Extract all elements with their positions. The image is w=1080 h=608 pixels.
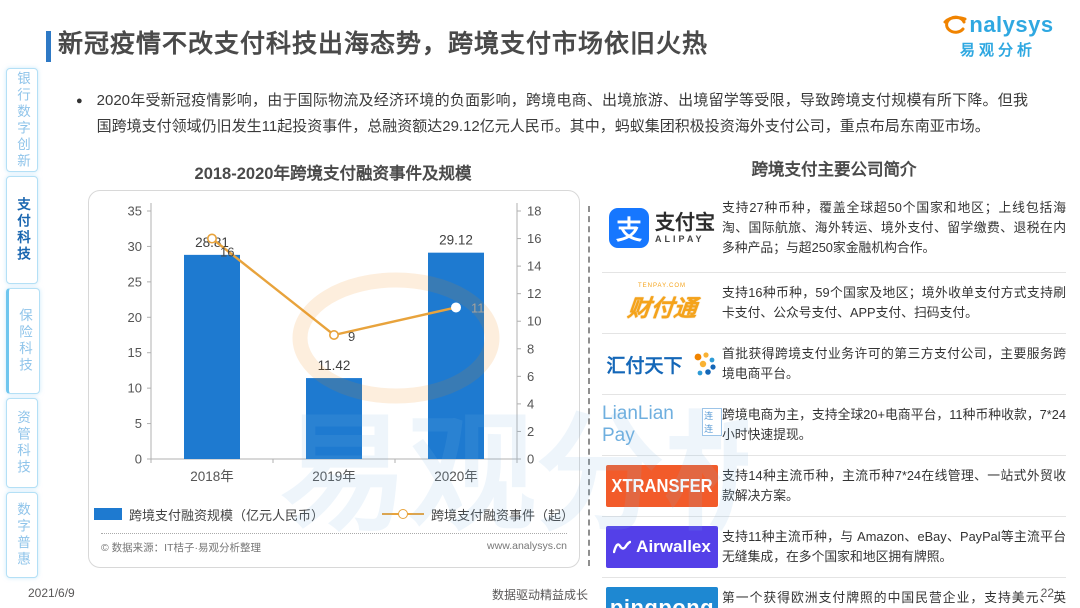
tenpay-logo: TENPAY.COM 财付通	[602, 283, 722, 323]
alipay-desc: 支持27种币种，覆盖全球超50个国家和地区；上线包括海淘、国际航旅、海外转运、境…	[722, 200, 1066, 255]
company-row-alipay: 支 支付宝 ALIPAY 支持27种币种，覆盖全球超50个国家和地区；上线包括海…	[602, 184, 1066, 273]
svg-text:18: 18	[527, 204, 541, 219]
sidebar-item-banking-digital[interactable]: 银行数字创新	[6, 68, 38, 172]
chart-footer: © 数据来源：IT桔子·易观分析整理 www.analysys.cn	[101, 533, 567, 555]
svg-text:25: 25	[128, 274, 142, 289]
funding-chart: 0 5 10 15 20 25 30 35 0 2 4 6 8 10 12 14 16 18 2018年 2019年 2…	[128, 203, 541, 484]
svg-text:2: 2	[527, 424, 534, 439]
pingpong-logo: pingpong	[602, 587, 722, 608]
legend-bar-swatch	[93, 508, 122, 520]
svg-text:2020年: 2020年	[434, 469, 478, 484]
airwallex-desc: 支持11种主流币种，与 Amazon、eBay、PayPal等主流平台无缝集成，…	[722, 529, 1066, 564]
tenpay-logo-sub: TENPAY.COM	[637, 283, 686, 289]
svg-text:10: 10	[128, 381, 142, 396]
xtransfer-logo-text: XTRANSFER	[611, 475, 713, 496]
airwallex-logo-text: Airwallex	[636, 537, 711, 556]
page-title: 新冠疫情不改支付科技出海态势，跨境支付市场依旧火热	[58, 30, 709, 58]
pingpong-desc: 第一个获得欧洲支付牌照的中国民营企业，支持美元、英镑、欧元、日元、澳元、加元、新…	[722, 590, 1066, 605]
huifu-desc: 首批获得跨境支付业务许可的第三方支付公司，主要服务跨境电商平台。	[722, 346, 1066, 381]
analysys-swirl-icon	[943, 15, 967, 34]
sidebar-item-payment-tech[interactable]: 支付科技	[6, 176, 38, 284]
svg-text:4: 4	[527, 396, 534, 411]
legend-line-swatch	[382, 509, 424, 519]
summary-text: 2020年受新冠疫情影响，由于国际物流及经济环境的负面影响，跨境电商、出境旅游、…	[96, 92, 1028, 135]
svg-text:0: 0	[135, 452, 142, 467]
airwallex-logo: Airwallex	[602, 526, 722, 568]
svg-text:11: 11	[471, 300, 485, 315]
bullet-marker: ●	[76, 95, 83, 107]
sidebar-item-asset-mgmt-tech[interactable]: 资管科技	[6, 398, 38, 488]
svg-text:0: 0	[527, 452, 534, 467]
svg-text:5: 5	[135, 416, 142, 431]
company-row-tenpay: TENPAY.COM 财付通 支持16种币种，59个国家及地区；境外收单支付方式…	[602, 273, 1066, 334]
data-source-note: © 数据来源：IT桔子·易观分析整理	[101, 542, 261, 554]
chart-card: 0 5 10 15 20 25 30 35 0 2 4 6 8 10 12 14 16 18 2018年 2019年 2…	[88, 190, 580, 568]
brand-name-cn: 易观分析	[959, 42, 1036, 59]
legend-bar-label: 跨境支付融资规模（亿元人民币）	[128, 507, 324, 523]
analysys-url-link[interactable]: www.analysys.cn	[487, 540, 567, 552]
title-accent-bar	[46, 31, 51, 62]
legend-item-bar: 跨境支付融资规模（亿元人民币）	[93, 505, 324, 524]
analysys-logo: nalysys 易观分析	[938, 12, 1058, 60]
company-row-pingpong: pingpong 第一个获得欧洲支付牌照的中国民营企业，支持美元、英镑、欧元、日…	[602, 578, 1066, 608]
tenpay-logo-text: 财付通	[625, 295, 698, 321]
legend-line-label: 跨境支付融资事件（起）	[431, 507, 575, 523]
alipay-logo-en: ALIPAY	[655, 234, 705, 244]
svg-text:16: 16	[220, 245, 234, 260]
svg-text:10: 10	[527, 314, 541, 329]
chart-legend: 跨境支付融资规模（亿元人民币） 跨境支付融资事件（起）	[89, 499, 579, 529]
svg-text:12: 12	[527, 286, 541, 301]
svg-text:2019年: 2019年	[312, 469, 356, 484]
lianlian-logo-sub: 连连	[702, 408, 722, 436]
legend-item-line: 跨境支付融资事件（起）	[382, 505, 574, 524]
page-number: 22	[1040, 586, 1054, 600]
svg-text:20: 20	[128, 310, 142, 325]
xtransfer-desc: 支持14种主流币种，主流币种7*24在线管理、一站式外贸收款解决方案。	[722, 468, 1066, 503]
footer-slogan: 数据驱动精益成长	[491, 588, 588, 602]
huifu-logo: 汇付天下	[602, 350, 722, 378]
brand-name-en: nalysys	[969, 12, 1054, 37]
sidebar-item-digital-inclusion[interactable]: 数字普惠	[6, 492, 38, 578]
svg-text:35: 35	[128, 204, 142, 219]
svg-text:11.42: 11.42	[318, 358, 351, 373]
svg-text:29.12: 29.12	[439, 233, 473, 248]
footer-date: 2021/6/9	[28, 586, 75, 600]
summary-bullet: ● 2020年受新冠疫情影响，由于国际物流及经济环境的负面影响，跨境电商、出境旅…	[76, 88, 1028, 140]
alipay-logo: 支 支付宝 ALIPAY	[602, 208, 722, 248]
pingpong-logo-text: pingpong	[609, 595, 715, 608]
xtransfer-logo: XTRANSFER	[602, 465, 722, 507]
huifu-logo-text: 汇付天下	[606, 355, 683, 377]
svg-text:8: 8	[527, 341, 534, 356]
company-row-huifu: 汇付天下 首批获得跨境支付业务许可的第三方支付公司，主要服务跨境电商平台。	[602, 334, 1066, 395]
companies-panel: 跨境支付主要公司简介 支 支付宝 ALIPAY 支持27种币种，覆盖全球超50个…	[602, 156, 1066, 608]
company-row-xtransfer: XTRANSFER 支持14种主流币种，主流币种7*24在线管理、一站式外贸收款…	[602, 456, 1066, 517]
huifu-swirl-icon	[694, 352, 716, 376]
svg-text:6: 6	[527, 369, 534, 384]
svg-text:30: 30	[128, 239, 142, 254]
svg-text:16: 16	[527, 231, 541, 246]
alipay-icon: 支	[609, 208, 649, 248]
company-row-airwallex: Airwallex 支持11种主流币种，与 Amazon、eBay、PayPal…	[602, 517, 1066, 578]
svg-text:2018年: 2018年	[190, 469, 234, 484]
panel-title: 跨境支付主要公司简介	[751, 161, 917, 179]
tenpay-desc: 支持16种币种，59个国家及地区；境外收单支付方式支持刷卡支付、公众号支付、AP…	[722, 285, 1066, 320]
sidebar-item-insurance-tech[interactable]: 保险科技	[6, 288, 40, 394]
svg-text:15: 15	[128, 345, 142, 360]
alipay-logo-cn: 支付宝	[655, 212, 715, 234]
slide-footer: 2021/6/9 数据驱动精益成长 22	[0, 582, 1080, 608]
lianlian-logo: LianLian Pay 连连	[602, 403, 722, 447]
lianlian-desc: 跨境电商为主，支持全球20+电商平台，11种币种收款，7*24 小时快速提现。	[722, 407, 1066, 442]
lianlian-logo-text: LianLian Pay	[602, 403, 674, 446]
svg-text:9: 9	[348, 329, 355, 344]
vertical-dashed-divider	[588, 206, 590, 566]
chart-title: 2018-2020年跨境支付融资事件及规模	[194, 165, 472, 183]
svg-text:14: 14	[527, 259, 541, 274]
airwallex-wave-icon	[613, 540, 632, 554]
company-row-lianlian: LianLian Pay 连连 跨境电商为主，支持全球20+电商平台，11种币种…	[602, 395, 1066, 456]
